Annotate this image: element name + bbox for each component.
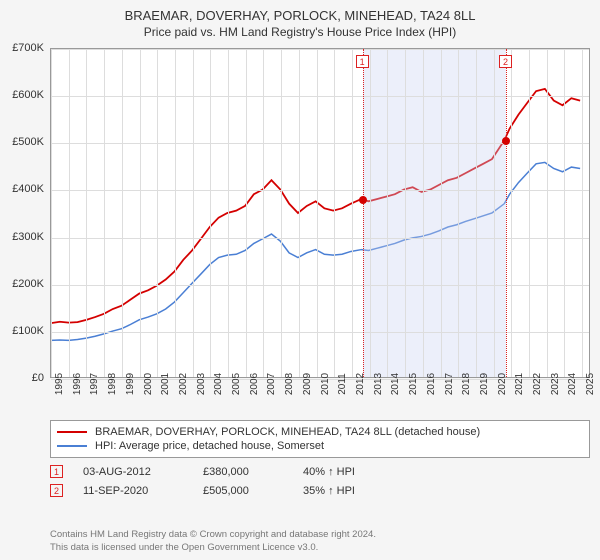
x-axis-label: 2015	[408, 373, 419, 395]
x-axis-label: 2020	[497, 373, 508, 395]
x-axis-label: 2008	[284, 373, 295, 395]
x-axis-label: 2009	[302, 373, 313, 395]
legend-swatch	[57, 445, 87, 447]
highlight-band	[363, 49, 506, 377]
footer-text: Contains HM Land Registry data © Crown c…	[50, 529, 590, 554]
marker-label-box: 1	[356, 55, 369, 68]
x-axis-label: 2022	[532, 373, 543, 395]
x-axis-label: 2001	[160, 373, 171, 395]
marker-point	[502, 137, 510, 145]
row-index-box: 2	[50, 484, 63, 497]
row-delta: 40% ↑ HPI	[303, 466, 355, 478]
x-axis-label: 2004	[213, 373, 224, 395]
x-axis-label: 2018	[461, 373, 472, 395]
x-axis-label: 2021	[514, 373, 525, 395]
x-axis-label: 2006	[249, 373, 260, 395]
row-delta: 35% ↑ HPI	[303, 485, 355, 497]
plot-svg	[51, 49, 589, 377]
x-axis-label: 2024	[567, 373, 578, 395]
table-row: 2 11-SEP-2020 £505,000 35% ↑ HPI	[50, 481, 590, 500]
footer-line-2: This data is licensed under the Open Gov…	[50, 542, 590, 554]
x-axis-label: 2002	[178, 373, 189, 395]
x-axis-label: 2017	[444, 373, 455, 395]
legend-item: HPI: Average price, detached house, Some…	[57, 439, 583, 453]
x-axis-label: 2019	[479, 373, 490, 395]
x-axis-label: 1997	[89, 373, 100, 395]
marker-point	[359, 196, 367, 204]
y-axis-label: £400K	[0, 183, 44, 195]
legend-label: HPI: Average price, detached house, Some…	[95, 440, 324, 452]
y-axis-label: £700K	[0, 42, 44, 54]
x-axis-label: 2010	[320, 373, 331, 395]
x-axis-label: 2003	[196, 373, 207, 395]
row-date: 03-AUG-2012	[83, 466, 183, 478]
y-axis-label: £0	[0, 372, 44, 384]
x-axis-label: 1999	[125, 373, 136, 395]
x-axis-label: 1998	[107, 373, 118, 395]
chart-title: BRAEMAR, DOVERHAY, PORLOCK, MINEHEAD, TA…	[0, 0, 600, 23]
x-axis-label: 2012	[355, 373, 366, 395]
legend-label: BRAEMAR, DOVERHAY, PORLOCK, MINEHEAD, TA…	[95, 426, 480, 438]
transaction-table: 1 03-AUG-2012 £380,000 40% ↑ HPI 2 11-SE…	[50, 462, 590, 500]
row-index-box: 1	[50, 465, 63, 478]
legend-swatch	[57, 431, 87, 433]
row-price: £505,000	[203, 485, 283, 497]
x-axis-label: 2013	[373, 373, 384, 395]
x-axis-label: 2005	[231, 373, 242, 395]
chart-subtitle: Price paid vs. HM Land Registry's House …	[0, 23, 600, 39]
x-axis-label: 2014	[390, 373, 401, 395]
x-axis-label: 2000	[143, 373, 154, 395]
legend: BRAEMAR, DOVERHAY, PORLOCK, MINEHEAD, TA…	[50, 420, 590, 458]
y-axis-label: £100K	[0, 325, 44, 337]
row-date: 11-SEP-2020	[83, 485, 183, 497]
table-row: 1 03-AUG-2012 £380,000 40% ↑ HPI	[50, 462, 590, 481]
x-axis-label: 2011	[337, 373, 348, 395]
y-axis-label: £200K	[0, 278, 44, 290]
y-axis-label: £500K	[0, 136, 44, 148]
y-axis-label: £600K	[0, 89, 44, 101]
marker-label-box: 2	[499, 55, 512, 68]
chart-container: BRAEMAR, DOVERHAY, PORLOCK, MINEHEAD, TA…	[0, 0, 600, 560]
legend-item: BRAEMAR, DOVERHAY, PORLOCK, MINEHEAD, TA…	[57, 425, 583, 439]
x-axis-label: 2025	[585, 373, 596, 395]
x-axis-label: 1996	[72, 373, 83, 395]
x-axis-label: 2023	[550, 373, 561, 395]
plot-area: 12	[50, 48, 590, 378]
x-axis-label: 2007	[266, 373, 277, 395]
x-axis-label: 1995	[54, 373, 65, 395]
x-axis-label: 2016	[426, 373, 437, 395]
row-price: £380,000	[203, 466, 283, 478]
y-axis-label: £300K	[0, 231, 44, 243]
footer-line-1: Contains HM Land Registry data © Crown c…	[50, 529, 590, 541]
